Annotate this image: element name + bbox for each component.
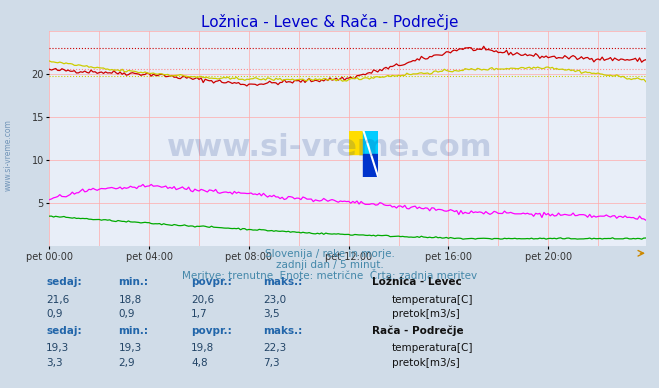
Bar — [364, 131, 378, 154]
Text: 1,7: 1,7 — [191, 309, 208, 319]
Text: sedaj:: sedaj: — [46, 277, 82, 287]
Text: 3,3: 3,3 — [46, 358, 63, 368]
Text: 18,8: 18,8 — [119, 294, 142, 305]
Bar — [364, 154, 378, 177]
Text: 0,9: 0,9 — [119, 309, 135, 319]
Text: 3,5: 3,5 — [264, 309, 280, 319]
Bar — [349, 131, 364, 154]
Text: min.:: min.: — [119, 326, 149, 336]
Text: sedaj:: sedaj: — [46, 326, 82, 336]
Text: 2,9: 2,9 — [119, 358, 135, 368]
Text: maks.:: maks.: — [264, 326, 303, 336]
Text: www.si-vreme.com: www.si-vreme.com — [167, 133, 492, 162]
Text: povpr.:: povpr.: — [191, 326, 232, 336]
Text: Slovenija / reke in morje.: Slovenija / reke in morje. — [264, 249, 395, 259]
Text: 19,3: 19,3 — [119, 343, 142, 353]
Text: povpr.:: povpr.: — [191, 277, 232, 287]
Text: Ložnica - Levec & Rača - Podrečje: Ložnica - Levec & Rača - Podrečje — [201, 14, 458, 29]
Text: temperatura[C]: temperatura[C] — [392, 294, 474, 305]
Text: Ložnica - Levec: Ložnica - Levec — [372, 277, 462, 287]
Text: 0,9: 0,9 — [46, 309, 63, 319]
Text: 22,3: 22,3 — [264, 343, 287, 353]
Text: maks.:: maks.: — [264, 277, 303, 287]
Text: 20,6: 20,6 — [191, 294, 214, 305]
Text: 19,3: 19,3 — [46, 343, 69, 353]
Text: pretok[m3/s]: pretok[m3/s] — [392, 358, 460, 368]
Text: 19,8: 19,8 — [191, 343, 214, 353]
Text: 23,0: 23,0 — [264, 294, 287, 305]
Text: temperatura[C]: temperatura[C] — [392, 343, 474, 353]
Text: 21,6: 21,6 — [46, 294, 69, 305]
Text: www.si-vreme.com: www.si-vreme.com — [3, 119, 13, 191]
Text: Rača - Podrečje: Rača - Podrečje — [372, 325, 464, 336]
Text: 4,8: 4,8 — [191, 358, 208, 368]
Text: pretok[m3/s]: pretok[m3/s] — [392, 309, 460, 319]
Text: Meritve: trenutne  Enote: metrične  Črta: zadnja meritev: Meritve: trenutne Enote: metrične Črta: … — [182, 269, 477, 281]
Text: min.:: min.: — [119, 277, 149, 287]
Text: 7,3: 7,3 — [264, 358, 280, 368]
Text: zadnji dan / 5 minut.: zadnji dan / 5 minut. — [275, 260, 384, 270]
